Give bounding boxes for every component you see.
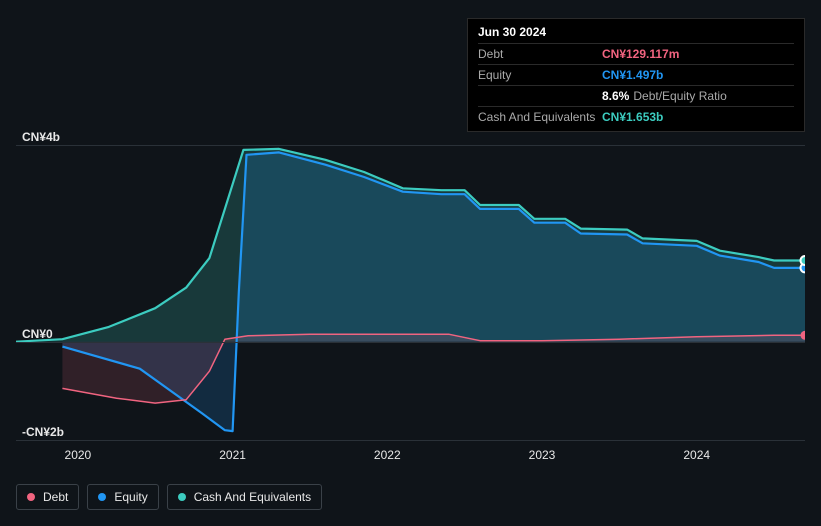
- tooltip-key: Cash And Equivalents: [478, 110, 602, 124]
- x-axis-label: 2023: [529, 448, 556, 462]
- legend-label: Cash And Equivalents: [194, 490, 311, 504]
- tooltip-value: 8.6%: [602, 89, 629, 103]
- legend-item-cash-and-equivalents[interactable]: Cash And Equivalents: [167, 484, 322, 510]
- legend-dot-icon: [98, 493, 106, 501]
- tooltip-key: [478, 89, 602, 103]
- chart-svg: [16, 145, 805, 440]
- grid-line: [16, 342, 805, 343]
- tooltip-suffix: Debt/Equity Ratio: [633, 89, 726, 103]
- grid-line: [16, 145, 805, 146]
- x-axis-label: 2020: [65, 448, 92, 462]
- tooltip-key: Debt: [478, 47, 602, 61]
- legend-dot-icon: [27, 493, 35, 501]
- tooltip-row: EquityCN¥1.497b: [478, 64, 794, 85]
- y-axis-label: CN¥4b: [22, 130, 60, 144]
- tooltip-value: CN¥1.653b: [602, 110, 663, 124]
- legend: Debt Equity Cash And Equivalents: [16, 484, 322, 510]
- legend-dot-icon: [178, 493, 186, 501]
- y-axis-label: -CN¥2b: [22, 425, 64, 439]
- x-axis-label: 2024: [683, 448, 710, 462]
- tooltip-key: Equity: [478, 68, 602, 82]
- grid-line: [16, 440, 805, 441]
- tooltip-row: Cash And EquivalentsCN¥1.653b: [478, 106, 794, 127]
- tooltip-panel: Jun 30 2024 DebtCN¥129.117mEquityCN¥1.49…: [467, 18, 805, 132]
- tooltip-row: DebtCN¥129.117m: [478, 43, 794, 64]
- y-axis-label: CN¥0: [22, 327, 53, 341]
- legend-label: Equity: [114, 490, 147, 504]
- tooltip-value: CN¥1.497b: [602, 68, 663, 82]
- tooltip-row: 8.6% Debt/Equity Ratio: [478, 85, 794, 106]
- x-axis-label: 2022: [374, 448, 401, 462]
- legend-item-debt[interactable]: Debt: [16, 484, 79, 510]
- x-axis-label: 2021: [219, 448, 246, 462]
- plot-area: [16, 145, 805, 440]
- tooltip-date: Jun 30 2024: [478, 25, 794, 43]
- cash-end-marker: [801, 256, 806, 265]
- legend-label: Debt: [43, 490, 68, 504]
- tooltip-value: CN¥129.117m: [602, 47, 679, 61]
- legend-item-equity[interactable]: Equity: [87, 484, 158, 510]
